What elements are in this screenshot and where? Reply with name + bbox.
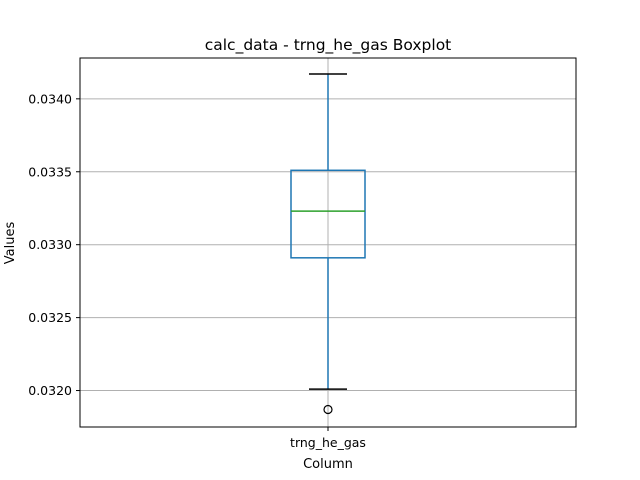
plot-area: 0.0320 0.0325 0.0330 0.0335 0.0340 trng_he_ga… [28,57,577,450]
y-tick-label: 0.0335 [28,164,72,179]
y-tick-label: 0.0320 [28,383,72,398]
x-tick-label: trng_he_gas [290,435,366,450]
chart-title: calc_data - trng_he_gas Boxplot [205,36,452,55]
x-axis-label: Column [303,457,353,472]
axes-frame [79,57,577,428]
y-tick-label: 0.0330 [28,237,72,252]
y-axis-label: Values [3,222,18,265]
iqr-box [290,169,366,259]
y-tick-label: 0.0340 [28,91,72,106]
outlier-point [323,404,333,415]
y-tick-label: 0.0325 [28,310,72,325]
